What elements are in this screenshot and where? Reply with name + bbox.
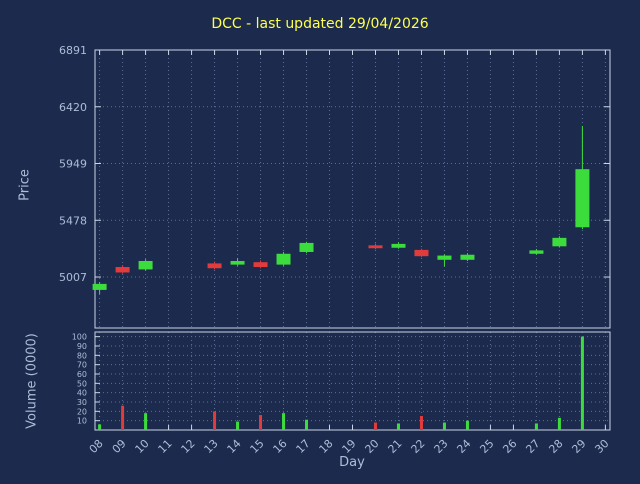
volume-tick-label: 60 bbox=[77, 370, 87, 379]
volume-tick-label: 30 bbox=[77, 398, 87, 407]
price-tick-label: 5478 bbox=[59, 214, 87, 227]
candle-body bbox=[230, 261, 245, 265]
day-tick-label: 13 bbox=[202, 437, 221, 456]
day-tick-label: 16 bbox=[271, 437, 290, 456]
candle-body bbox=[437, 255, 452, 260]
volume-bar bbox=[144, 413, 148, 430]
day-tick-label: 08 bbox=[87, 437, 106, 456]
volume-tick-label: 20 bbox=[77, 407, 87, 416]
x-axis-label: Day bbox=[339, 455, 365, 470]
candle-body bbox=[575, 169, 590, 228]
day-tick-label: 27 bbox=[523, 437, 542, 456]
day-tick-label: 09 bbox=[110, 437, 129, 456]
candle-body bbox=[552, 237, 567, 247]
volume-bar bbox=[465, 420, 469, 430]
volume-bar bbox=[305, 419, 309, 430]
volume-tick-label: 90 bbox=[77, 342, 87, 351]
day-tick-label: 12 bbox=[179, 437, 198, 456]
candle-body bbox=[460, 254, 475, 260]
candle-body bbox=[368, 245, 383, 249]
volume-tick-label: 50 bbox=[77, 379, 87, 388]
day-tick-label: 28 bbox=[546, 437, 565, 456]
price-panel-border bbox=[94, 49, 611, 329]
candle-body bbox=[276, 253, 291, 265]
day-tick-label: 14 bbox=[225, 437, 244, 456]
day-tick-label: 11 bbox=[156, 437, 175, 456]
volume-tick-label: 10 bbox=[77, 417, 87, 426]
volume-tick-label: 70 bbox=[77, 361, 87, 370]
volume-bar bbox=[557, 417, 561, 430]
volume-bar bbox=[396, 423, 400, 430]
chart-title: DCC - last updated 29/04/2026 bbox=[211, 16, 429, 32]
candle-body bbox=[299, 242, 314, 252]
volume-bar bbox=[580, 336, 584, 430]
volume-panel-border bbox=[94, 331, 611, 431]
price-tick-label: 5007 bbox=[59, 271, 87, 284]
volume-bar bbox=[442, 422, 446, 430]
day-tick-label: 21 bbox=[386, 437, 405, 456]
day-tick-label: 18 bbox=[317, 437, 336, 456]
volume-tick-label: 40 bbox=[77, 389, 87, 398]
day-tick-label: 24 bbox=[454, 437, 473, 456]
day-tick-label: 10 bbox=[133, 437, 152, 456]
volume-bar bbox=[419, 416, 423, 430]
volume-bar bbox=[373, 422, 377, 430]
candle-body bbox=[207, 263, 222, 269]
candle-body bbox=[115, 267, 130, 273]
day-tick-label: 30 bbox=[592, 437, 611, 456]
volume-bar bbox=[259, 415, 263, 430]
price-axis-label: Price bbox=[17, 169, 33, 201]
volume-tick-label: 100 bbox=[72, 333, 87, 342]
candle-body bbox=[92, 283, 107, 290]
price-tick-label: 6420 bbox=[59, 101, 87, 114]
day-tick-label: 20 bbox=[363, 437, 382, 456]
day-tick-label: 22 bbox=[409, 437, 428, 456]
day-tick-label: 15 bbox=[248, 437, 267, 456]
candle-body bbox=[391, 243, 406, 248]
volume-bar bbox=[98, 424, 102, 430]
day-tick-label: 29 bbox=[569, 437, 588, 456]
price-tick-label: 5949 bbox=[59, 158, 87, 171]
day-tick-label: 19 bbox=[340, 437, 359, 456]
volume-bar bbox=[534, 423, 538, 430]
candle-body bbox=[414, 249, 429, 257]
volume-bar bbox=[236, 421, 240, 430]
candle-body bbox=[253, 262, 268, 268]
volume-tick-label: 80 bbox=[77, 351, 87, 360]
day-tick-label: 25 bbox=[477, 437, 496, 456]
price-tick-label: 6891 bbox=[59, 44, 87, 57]
candle-body bbox=[138, 261, 153, 270]
volume-axis-label: Volume (0000) bbox=[24, 333, 40, 429]
volume-bar bbox=[213, 411, 217, 430]
day-tick-label: 23 bbox=[431, 437, 450, 456]
candle-body bbox=[529, 250, 544, 254]
volume-bar bbox=[282, 413, 286, 430]
volume-bar bbox=[121, 405, 125, 430]
day-tick-label: 26 bbox=[500, 437, 519, 456]
day-tick-label: 17 bbox=[294, 437, 313, 456]
